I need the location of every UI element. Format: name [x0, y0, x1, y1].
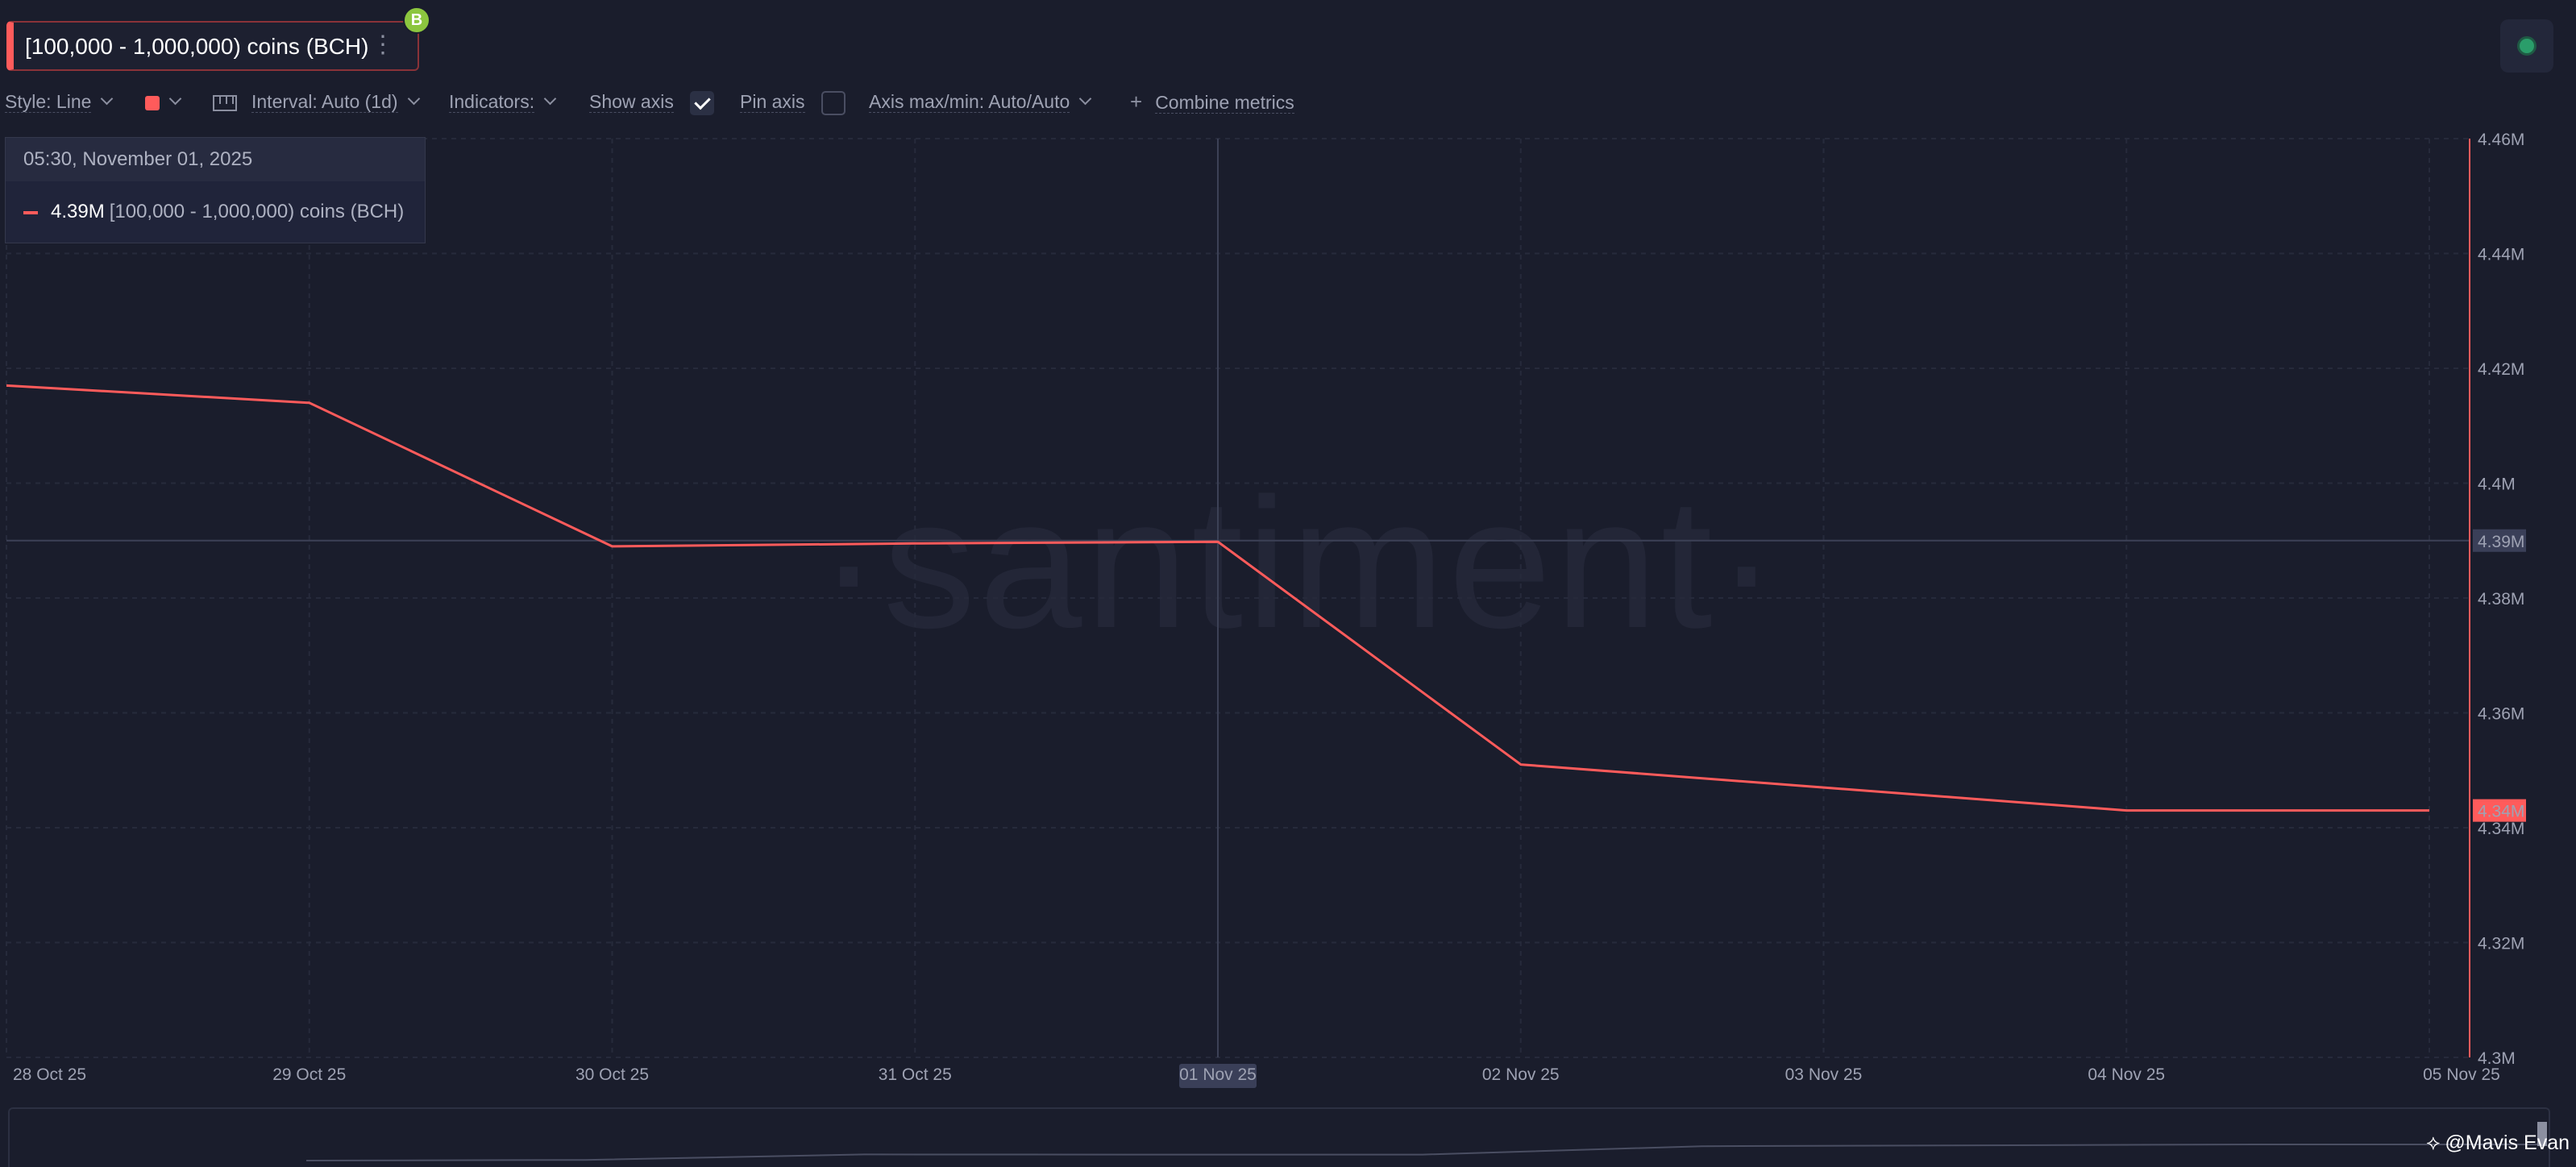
y-tick-label: 4.42M: [2478, 360, 2524, 379]
navigator-series: [305, 1122, 2547, 1161]
metric-chip[interactable]: [100,000 - 1,000,000) coins (BCH) ⋮ B: [6, 6, 430, 71]
y-tick-label: 4.36M: [2478, 705, 2524, 724]
y-tick-label: 4.34M: [2478, 820, 2524, 838]
y-tick-label: 4.44M: [2478, 246, 2524, 264]
style-dropdown[interactable]: Style: Line: [5, 87, 114, 116]
metric-label: [100,000 - 1,000,000) coins (BCH): [25, 34, 369, 59]
x-axis: 28 Oct 25 29 Oct 25 30 Oct 25 31 Oct 25 01 N…: [13, 1064, 2500, 1088]
axis-maxmin-label: Axis max/min: Auto/Auto: [869, 91, 1070, 113]
grid: [6, 138, 2470, 1058]
x-tick-label: 29 Oct 25: [272, 1065, 346, 1084]
color-dropdown[interactable]: [145, 87, 182, 116]
plus-icon: +: [1130, 89, 1143, 114]
navigator-line: [305, 1144, 2539, 1161]
ruler-icon: [213, 94, 237, 111]
tooltip-series: [100,000 - 1,000,000) coins (BCH): [109, 201, 405, 222]
x-tick-label: 02 Nov 25: [1482, 1065, 1560, 1084]
x-highlight-bg: [1179, 1064, 1257, 1088]
x-tick-label: 05 Nov 25: [2423, 1065, 2500, 1084]
y-tick-label: 4.38M: [2478, 590, 2524, 608]
x-tick-label: 01 Nov 25: [1179, 1065, 1257, 1084]
combine-metrics-button[interactable]: + Combine metrics: [1130, 87, 1294, 117]
indicators-label: Indicators:: [449, 91, 535, 113]
show-axis-label: Show axis: [589, 91, 674, 113]
show-axis-checkbox[interactable]: [689, 90, 714, 115]
watermark: ·santiment·: [818, 459, 1780, 667]
pin-axis-toggle[interactable]: Pin axis: [740, 87, 846, 116]
interval-dropdown[interactable]: Interval: Auto (1d): [213, 87, 420, 116]
pin-axis-checkbox[interactable]: [821, 90, 846, 115]
x-tick-label: 04 Nov 25: [2088, 1065, 2165, 1084]
series-marker-icon: [23, 210, 38, 214]
status-button[interactable]: [2500, 19, 2553, 73]
signature-text: @Mavis Evan: [2445, 1132, 2570, 1154]
x-tick-label: 31 Oct 25: [879, 1065, 952, 1084]
x-tick-label: 03 Nov 25: [1785, 1065, 1863, 1084]
indicators-dropdown[interactable]: Indicators:: [449, 87, 557, 116]
interval-label: Interval: Auto (1d): [251, 91, 398, 113]
color-swatch: [145, 95, 160, 110]
y-axis: 4.46M 4.44M 4.42M 4.4M 4.38M 4.36M 4.34M 4.32M 4…: [2469, 131, 2526, 1068]
tooltip: 05:30, November 01, 2025 4.39M [100,000 -…: [5, 137, 426, 243]
y-tick-label: 4.32M: [2478, 935, 2524, 953]
y-tick-label: 4.4M: [2478, 476, 2516, 494]
pin-axis-label: Pin axis: [740, 91, 805, 113]
status-dot-icon: [2520, 39, 2534, 53]
x-tick-label: 30 Oct 25: [575, 1065, 649, 1084]
axis-maxmin-dropdown[interactable]: Axis max/min: Auto/Auto: [869, 87, 1092, 116]
chart-toolbar: Style: Line Interval: Auto (1d) Indicato…: [5, 87, 1327, 116]
style-label: Style: Line: [5, 91, 92, 113]
navigator-handle: [2537, 1122, 2547, 1146]
series-line: [6, 384, 2429, 812]
tooltip-row: 4.39M [100,000 - 1,000,000) coins (BCH): [23, 201, 404, 223]
bch-coin-icon: B: [403, 6, 430, 34]
tooltip-value: 4.39M: [51, 201, 105, 222]
range-navigator[interactable]: [8, 1107, 2550, 1167]
signature: ⟡ @Mavis Evan: [2426, 1130, 2570, 1156]
last-value-bg: [2473, 799, 2526, 822]
y-tick-label: 4.46M: [2478, 131, 2524, 149]
series-layer: [6, 384, 2429, 812]
binance-logo-icon: ⟡: [2426, 1130, 2441, 1154]
crosshair-value-label: 4.39M: [2478, 533, 2524, 551]
kebab-menu-icon[interactable]: ⋮: [371, 31, 395, 58]
crosshair: 4.39M: [6, 139, 2526, 1057]
show-axis-toggle[interactable]: Show axis: [589, 87, 714, 116]
x-tick-label: 28 Oct 25: [13, 1065, 86, 1084]
combine-label: Combine metrics: [1155, 92, 1294, 114]
tooltip-date: 05:30, November 01, 2025: [6, 138, 425, 181]
y-tick-label: 4.3M: [2478, 1049, 2516, 1068]
last-value-label: 4.34M: [2478, 803, 2524, 821]
crosshair-value-bg: [2473, 529, 2526, 552]
